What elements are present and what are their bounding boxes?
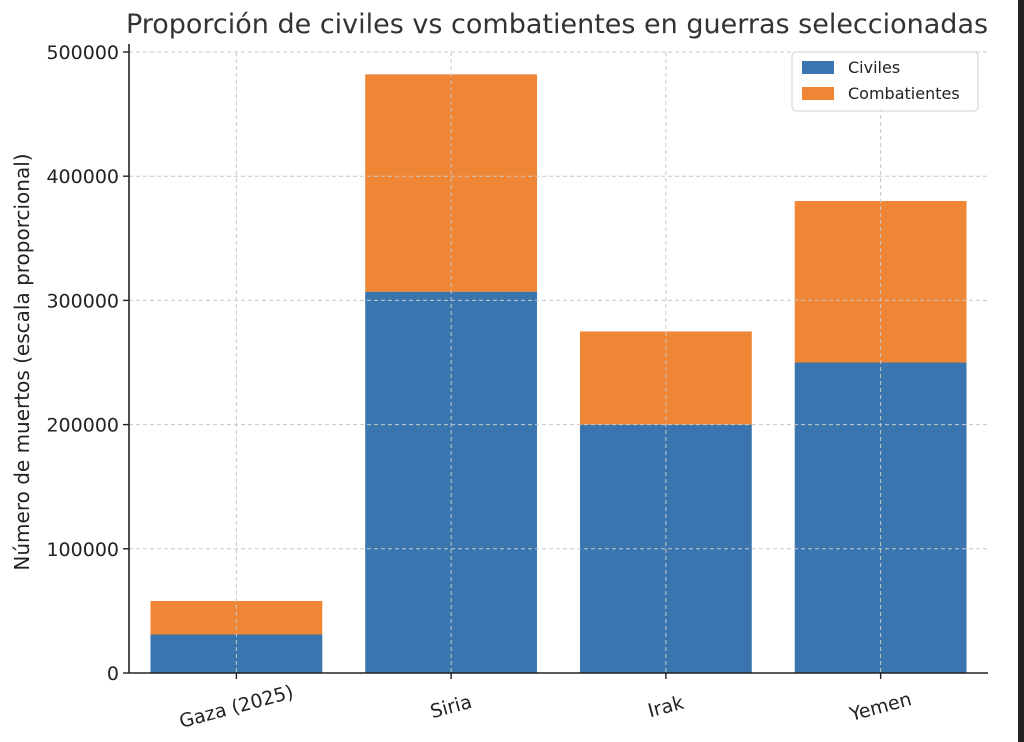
y-tick-label: 200000	[46, 415, 119, 437]
legend: Civiles Combatientes	[791, 51, 979, 112]
y-axis-label: Número de muertos (escala proporcional)	[10, 153, 34, 570]
x-tick-label: Siria	[428, 691, 474, 723]
bar-combatientes-2	[365, 74, 538, 292]
legend-label-combatientes: Combatientes	[848, 84, 960, 103]
legend-box	[791, 51, 979, 112]
y-tick-label: 500000	[46, 42, 119, 64]
x-tick-label: Yemen	[846, 688, 914, 726]
y-tick-labels: 0 100000 200000 300000 400000 500000	[46, 42, 119, 685]
y-tick-label: 400000	[46, 166, 119, 188]
bar-combatientes-4	[794, 201, 967, 363]
legend-swatch-civiles	[802, 61, 834, 74]
window-edge	[1018, 0, 1024, 742]
legend-label-civiles: Civiles	[848, 58, 900, 77]
y-tick-label: 100000	[46, 539, 119, 561]
legend-swatch-combatientes	[802, 87, 834, 100]
chart-title: Proporción de civiles vs combatientes en…	[126, 9, 988, 40]
y-tick-label: 300000	[46, 290, 119, 312]
bars	[150, 74, 967, 673]
y-tick-label: 0	[107, 663, 119, 685]
x-tick-label: Gaza (2025)	[177, 681, 296, 733]
x-tick-labels: Gaza (2025) Siria Irak Yemen	[177, 681, 914, 733]
x-tick-label: Irak	[646, 692, 687, 723]
axes	[123, 44, 988, 679]
